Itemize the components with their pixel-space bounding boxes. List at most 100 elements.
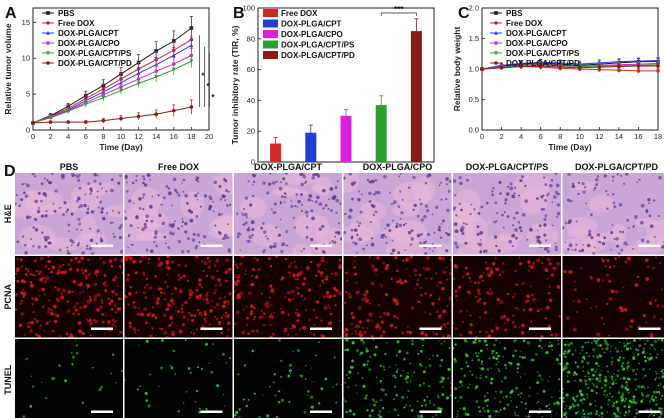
tunel-signal — [619, 412, 622, 415]
nucleus — [145, 214, 149, 219]
pcna-signal — [148, 322, 150, 325]
pcna-signal — [140, 256, 145, 259]
tunel-signal — [425, 367, 427, 369]
tunel-signal — [571, 353, 574, 356]
tunel-signal — [520, 401, 523, 403]
histology-image — [343, 173, 452, 255]
pcna-signal — [608, 296, 613, 301]
pcna-signal — [530, 265, 534, 269]
pcna-signal — [528, 264, 531, 268]
significance-bracket — [380, 12, 417, 16]
nucleus — [638, 178, 641, 181]
pcna-signal — [270, 313, 273, 315]
pcna-signal — [165, 261, 169, 265]
tunel-signal — [393, 408, 397, 412]
pcna-signal — [160, 287, 163, 290]
nucleus — [494, 201, 498, 205]
nucleus — [603, 236, 607, 240]
pcna-signal — [406, 326, 409, 328]
pcna-signal — [485, 331, 489, 334]
eosin-patch — [217, 215, 233, 234]
pcna-signal — [417, 300, 421, 304]
nucleus — [658, 175, 662, 180]
pcna-signal — [408, 330, 412, 335]
pcna-signal — [355, 281, 358, 285]
nucleus — [567, 173, 571, 177]
nucleus — [581, 182, 585, 186]
tunel-signal — [522, 339, 526, 343]
x-tick-label: 20 — [205, 132, 213, 141]
tunel-signal — [515, 406, 518, 408]
tunel-signal — [614, 347, 617, 350]
nucleus — [279, 202, 282, 205]
tunel-signal — [158, 385, 160, 388]
tunel-signal — [347, 386, 350, 389]
pcna-signal — [296, 273, 301, 277]
nucleus — [445, 198, 448, 201]
tunel-signal — [553, 402, 557, 406]
pcna-signal — [625, 260, 628, 264]
nucleus — [300, 250, 303, 253]
tunel-signal — [613, 373, 616, 375]
tunel-signal — [288, 369, 292, 373]
tunel-signal — [503, 347, 507, 350]
pcna-signal — [86, 287, 89, 289]
pcna-signal — [43, 293, 46, 296]
pcna-signal — [389, 323, 394, 328]
tunel-signal — [622, 357, 625, 360]
tunel-signal — [490, 381, 493, 385]
pcna-signal — [79, 291, 82, 294]
tunel-signal — [599, 344, 603, 347]
tunel-signal — [247, 399, 250, 401]
tunel-signal — [656, 399, 658, 402]
pcna-signal — [203, 310, 206, 313]
nucleus — [540, 195, 544, 199]
pcna-signal — [348, 295, 353, 299]
pcna-signal — [94, 319, 99, 324]
nucleus — [362, 247, 366, 251]
data-point — [494, 11, 498, 15]
nucleus — [249, 203, 253, 207]
pcna-signal — [112, 278, 116, 282]
tunel-signal — [225, 361, 228, 364]
pcna-signal — [193, 332, 196, 335]
pcna-signal — [105, 315, 107, 318]
tunel-signal — [528, 394, 531, 397]
pcna-signal — [446, 304, 449, 307]
nucleus — [543, 223, 547, 227]
tunel-signal — [441, 393, 445, 397]
tunel-signal — [652, 398, 656, 402]
pcna-signal — [522, 282, 525, 285]
nucleus — [97, 174, 100, 177]
tunel-signal — [333, 356, 336, 359]
pcna-signal — [168, 304, 171, 307]
nucleus — [582, 190, 586, 194]
pcna-signal — [78, 282, 83, 287]
tunel-signal — [136, 388, 139, 391]
pcna-signal — [370, 281, 375, 286]
nucleus — [284, 195, 287, 199]
tunel-signal — [340, 384, 342, 386]
pcna-signal — [658, 261, 662, 265]
nucleus — [227, 248, 231, 252]
tunel-signal — [632, 356, 636, 360]
tunel-signal — [623, 400, 627, 403]
nucleus — [86, 207, 90, 211]
pcna-signal — [328, 306, 331, 309]
pcna-signal — [66, 300, 69, 303]
data-point — [189, 43, 194, 48]
tunel-signal — [548, 341, 551, 344]
tunel-signal — [29, 405, 33, 408]
pcna-signal — [32, 311, 35, 314]
tunel-signal — [149, 373, 152, 376]
tunel-signal — [479, 367, 481, 369]
eosin-patch — [562, 237, 598, 253]
tunel-signal — [161, 339, 164, 342]
tunel-signal — [465, 354, 469, 358]
tunel-signal — [499, 408, 502, 412]
pcna-signal — [506, 318, 510, 322]
pcna-signal — [18, 323, 23, 328]
nucleus — [124, 210, 127, 213]
nucleus — [141, 227, 145, 232]
tunel-signal — [550, 396, 553, 398]
